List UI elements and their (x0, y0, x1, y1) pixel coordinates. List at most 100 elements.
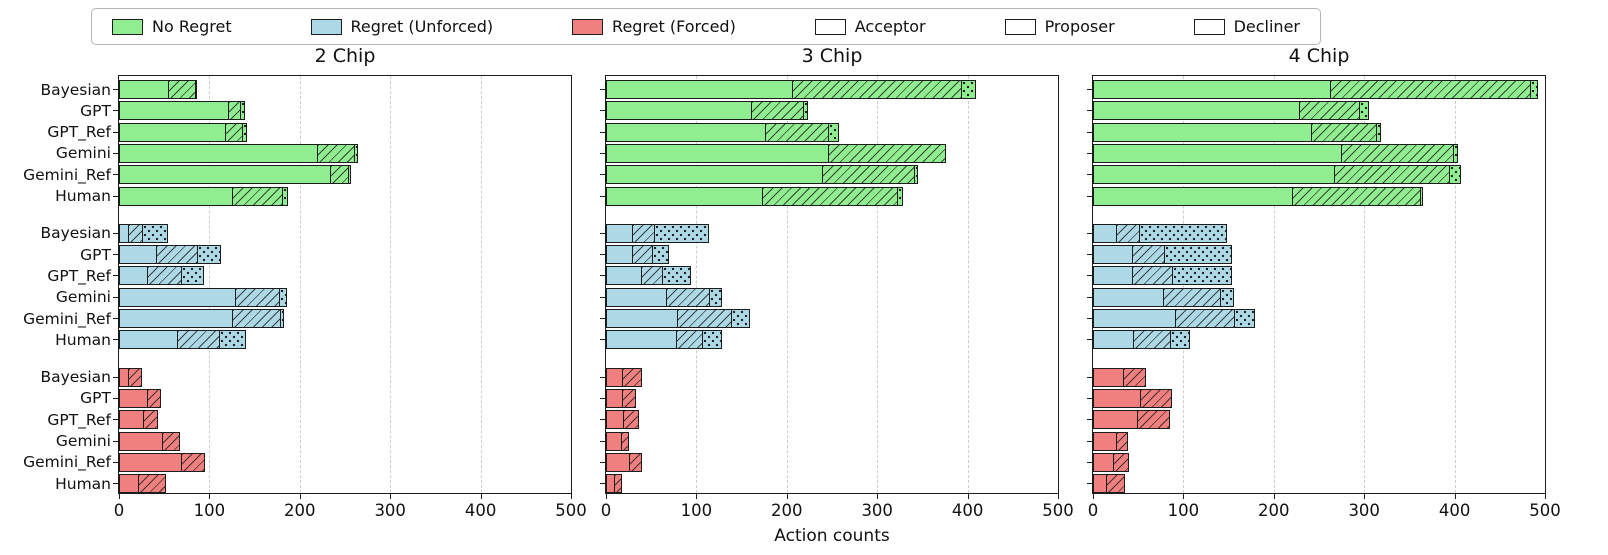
y-axis-tick (113, 461, 119, 463)
x-tick-label: 0 (113, 501, 125, 520)
bar-segment-proposer (1175, 309, 1235, 328)
bar-segment-acceptor (1093, 80, 1331, 99)
bar-segment-proposer (750, 101, 804, 121)
y-tick-label-gpt: GPT (80, 101, 111, 120)
bar-segment-acceptor (1093, 101, 1300, 121)
x-axis-tick (696, 493, 698, 499)
bar-segment-acceptor (1093, 143, 1343, 163)
legend-item-no-regret: No Regret (112, 17, 232, 36)
x-axis-tick (877, 493, 879, 499)
legend-item-regret-forced: Regret (Forced) (572, 17, 736, 36)
x-tick-label: 0 (600, 501, 612, 520)
bar-segment-acceptor (1093, 309, 1177, 328)
bar-segment-acceptor (606, 101, 752, 121)
bar-no-regret-human (119, 186, 290, 206)
y-axis-tick (600, 419, 606, 421)
y-tick-label-bayesian: Bayesian (40, 80, 111, 99)
bar-segment-proposer (1116, 223, 1140, 243)
bar-regret-forced-gemini_ref (119, 452, 206, 472)
y-axis-tick (1087, 152, 1093, 154)
y-axis-tick (1087, 376, 1093, 378)
bar-regret-forced-gpt_ref (119, 410, 159, 430)
y-axis-tick (1087, 232, 1093, 234)
y-axis-tick (600, 174, 606, 176)
y-axis-tick (600, 275, 606, 277)
y-tick-label-human: Human (55, 187, 111, 205)
grid-line (1454, 76, 1456, 493)
bar-no-regret-bayesian (606, 80, 978, 99)
x-axis-tick (1058, 493, 1059, 499)
bar-segment-proposer (762, 186, 898, 206)
bar-segment-acceptor (606, 223, 634, 243)
bar-segment-decliner (708, 287, 723, 307)
grid-line (1364, 76, 1366, 493)
x-tick-label: 200 (771, 501, 803, 520)
bar-segment-decliner (896, 186, 904, 206)
legend-item-decliner: Decliner (1193, 17, 1300, 36)
y-axis-tick (600, 397, 606, 399)
bar-no-regret-gpt_ref (1093, 122, 1383, 142)
bar-segment-acceptor (1093, 165, 1336, 185)
x-axis-label: Action counts (774, 526, 890, 546)
bar-segment-decliner (219, 330, 247, 350)
bar-segment-proposer (224, 122, 243, 142)
grid-line (877, 76, 879, 493)
x-axis-tick (299, 493, 301, 499)
y-axis-tick (1087, 483, 1093, 485)
y-tick-label-gemini: Gemini (55, 432, 111, 450)
bar-segment-proposer (828, 143, 946, 163)
bar-segment-decliner (1169, 330, 1191, 350)
grid-line (967, 76, 969, 493)
legend-item-acceptor: Acceptor (814, 17, 926, 36)
x-tick-label: 500 (1042, 501, 1074, 520)
panel-title: 4 Chip (1288, 45, 1350, 67)
bar-segment-acceptor (1093, 223, 1118, 243)
bar-regret-unforced-bayesian (119, 223, 170, 243)
y-axis-tick (600, 131, 606, 133)
bar-regret-unforced-gpt_ref (606, 266, 693, 286)
bar-segment-decliner (353, 143, 359, 163)
bar-segment-proposer (622, 388, 636, 408)
y-axis-tick (600, 152, 606, 154)
bar-regret-forced-gpt (1093, 388, 1173, 408)
x-axis-tick (1273, 493, 1275, 499)
bar-regret-forced-gemini (119, 431, 181, 451)
bar-segment-proposer (1334, 165, 1450, 185)
bar-segment-acceptor (606, 452, 631, 472)
bar-segment-proposer (137, 474, 166, 494)
bar-segment-decliner (282, 186, 288, 206)
bar-no-regret-gpt_ref (606, 122, 841, 142)
bar-regret-unforced-gpt_ref (1093, 266, 1234, 286)
bar-segment-proposer (1137, 410, 1170, 430)
x-tick-label: 200 (284, 501, 316, 520)
y-tick-label-gpt_ref: GPT_Ref (47, 410, 111, 429)
bar-segment-proposer (677, 309, 732, 328)
x-axis-tick (1545, 493, 1546, 499)
x-tick-label: 100 (680, 501, 713, 520)
bar-regret-unforced-gemini_ref (1093, 309, 1257, 328)
legend-item-label: Decliner (1233, 17, 1300, 36)
bar-segment-acceptor (119, 309, 233, 328)
y-axis-tick (1087, 419, 1093, 421)
bar-segment-decliner (1138, 223, 1227, 243)
bar-segment-acceptor (119, 266, 148, 286)
y-axis-tick (600, 195, 606, 197)
panel-title: 3 Chip (801, 45, 863, 67)
bar-segment-acceptor (606, 245, 634, 265)
bar-regret-unforced-human (606, 330, 724, 350)
bar-segment-acceptor (1093, 431, 1118, 451)
y-axis-tick (1087, 174, 1093, 176)
bar-segment-proposer (1132, 330, 1171, 350)
bar-no-regret-gemini_ref (606, 165, 920, 185)
legend-item-label: Proposer (1044, 17, 1115, 36)
bar-regret-unforced-gpt (119, 245, 223, 265)
bar-segment-acceptor (1093, 245, 1133, 265)
bar-segment-acceptor (119, 330, 178, 350)
bar-no-regret-gemini_ref (1093, 165, 1463, 185)
x-tick-label: 400 (951, 501, 984, 520)
y-tick-label-gemini_ref: Gemini_Ref (23, 453, 111, 472)
y-tick-label-gemini_ref: Gemini_Ref (23, 165, 111, 184)
bar-segment-proposer (329, 165, 350, 185)
y-axis-tick (600, 254, 606, 256)
bar-segment-decliner (961, 80, 977, 99)
